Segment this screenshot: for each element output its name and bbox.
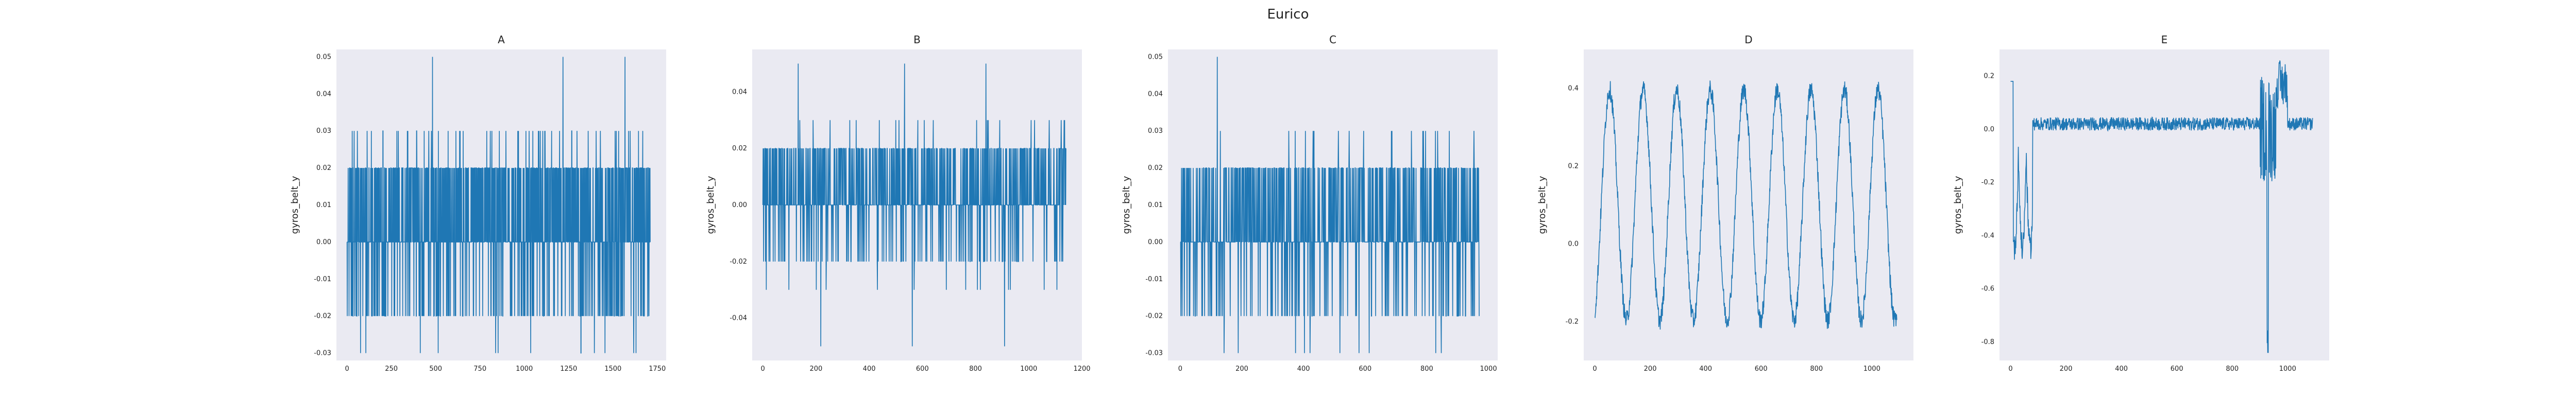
x-tick-label: 600	[916, 365, 929, 373]
y-tick-label: 0.04	[732, 88, 747, 96]
y-tick-label: 0.01	[316, 201, 331, 209]
y-tick-label: 0.2	[1984, 73, 1994, 80]
y-tick-label: -0.2	[1566, 318, 1579, 326]
y-tick-label: -0.01	[314, 276, 331, 283]
y-tick-label: -0.4	[1981, 232, 1994, 239]
x-tick-label: 1750	[649, 365, 666, 373]
x-tick-label: 600	[1359, 365, 1371, 373]
x-tick-label: 600	[2171, 365, 2183, 373]
series-line	[1595, 80, 1897, 330]
x-tick-label: 750	[473, 365, 486, 373]
series-line	[762, 63, 1066, 347]
x-tick-label: 0	[761, 365, 765, 373]
y-tick-label: -0.6	[1981, 285, 1994, 293]
y-tick-label: 0.03	[316, 127, 331, 135]
x-tick-label: 600	[1755, 365, 1768, 373]
figure-title: Eurico	[1267, 7, 1309, 22]
y-tick-label: 0.0	[1984, 126, 1994, 133]
x-tick-label: 800	[1810, 365, 1823, 373]
y-tick-label: 0.05	[1148, 53, 1163, 61]
y-tick-label: -0.8	[1981, 338, 1994, 346]
y-tick-label: 0.4	[1568, 85, 1579, 93]
x-tick-label: 1000	[516, 365, 533, 373]
y-tick-label: 0.02	[316, 164, 331, 172]
plot-background	[1999, 49, 2329, 360]
x-tick-label: 400	[1297, 365, 1310, 373]
series-line	[1180, 57, 1480, 353]
y-axis-label: gyros_belt_y	[1121, 176, 1132, 234]
x-tick-label: 800	[969, 365, 982, 373]
y-tick-label: 0.02	[732, 145, 747, 152]
x-tick-label: 1000	[2279, 365, 2296, 373]
x-tick-label: 1200	[1073, 365, 1090, 373]
y-tick-label: -0.03	[314, 350, 331, 357]
y-tick-label: 0.00	[732, 201, 747, 209]
y-tick-label: 0.00	[316, 238, 331, 246]
panel-title: D	[1744, 33, 1752, 46]
y-tick-label: 0.2	[1568, 163, 1579, 170]
x-tick-label: 400	[863, 365, 876, 373]
x-tick-label: 200	[2060, 365, 2073, 373]
x-tick-label: 200	[809, 365, 822, 373]
x-tick-label: 500	[429, 365, 442, 373]
x-tick-label: 200	[1235, 365, 1248, 373]
panel-title: B	[913, 33, 921, 46]
x-tick-label: 1500	[604, 365, 621, 373]
series-line	[2010, 60, 2313, 353]
x-tick-label: 400	[2115, 365, 2128, 373]
y-tick-label: 0.02	[1148, 164, 1163, 172]
y-tick-label: -0.2	[1981, 179, 1994, 186]
x-tick-label: 0	[1592, 365, 1597, 373]
x-tick-label: 1000	[1020, 365, 1037, 373]
x-tick-label: 800	[1420, 365, 1433, 373]
y-tick-label: 0.01	[1148, 201, 1163, 209]
y-tick-label: -0.02	[1145, 313, 1163, 320]
x-tick-label: 1250	[560, 365, 577, 373]
x-tick-label: 400	[1699, 365, 1712, 373]
panel-title: E	[2161, 33, 2168, 46]
x-tick-label: 0	[345, 365, 349, 373]
y-axis-label: gyros_belt_y	[1537, 176, 1548, 234]
y-tick-label: 0.05	[316, 53, 331, 61]
x-tick-label: 800	[2226, 365, 2239, 373]
x-tick-label: 0	[1178, 365, 1182, 373]
x-tick-label: 1000	[1863, 365, 1880, 373]
y-axis-label: gyros_belt_y	[705, 176, 716, 234]
y-tick-label: 0.04	[316, 90, 331, 98]
x-tick-label: 250	[385, 365, 398, 373]
x-tick-label: 0	[2008, 365, 2012, 373]
panel-title: A	[498, 33, 505, 46]
y-axis-label: gyros_belt_y	[1953, 176, 1963, 234]
y-tick-label: 0.0	[1568, 241, 1579, 248]
y-tick-label: -0.01	[1145, 276, 1163, 283]
panel-title: C	[1329, 33, 1336, 46]
y-tick-label: -0.02	[314, 313, 331, 320]
y-tick-label: -0.04	[730, 315, 747, 322]
x-tick-label: 200	[1644, 365, 1657, 373]
y-axis-label: gyros_belt_y	[290, 176, 300, 234]
y-tick-label: 0.04	[1148, 90, 1163, 98]
y-tick-label: -0.03	[1145, 350, 1163, 357]
y-tick-label: 0.00	[1148, 238, 1163, 246]
x-tick-label: 1000	[1480, 365, 1497, 373]
y-tick-label: -0.02	[730, 258, 747, 266]
y-tick-label: 0.03	[1148, 127, 1163, 135]
series-line	[346, 57, 651, 354]
